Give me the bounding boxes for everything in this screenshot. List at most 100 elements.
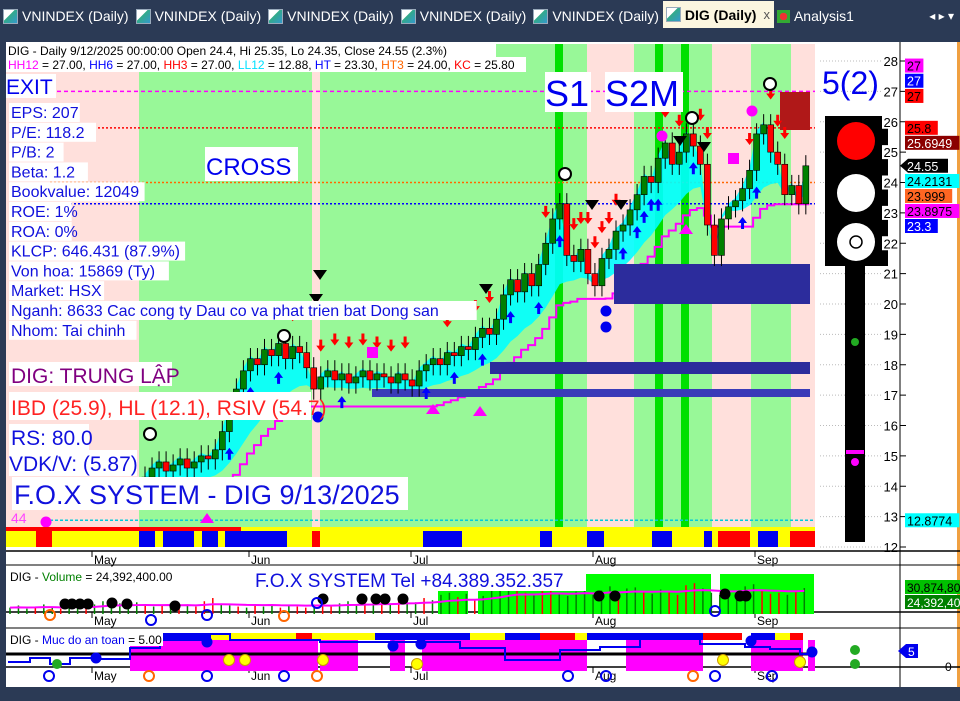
candle [500, 284, 507, 330]
safety-title-part: = 5.00 [125, 633, 162, 647]
rs-label: RS: 80.0 [11, 427, 93, 450]
safety-stripe-segment [587, 633, 640, 640]
price-tag [905, 188, 953, 203]
candle-body [317, 376, 325, 390]
safety-dot-icon [201, 636, 213, 648]
right-border [957, 42, 960, 687]
candle-body [465, 346, 472, 350]
buy-arrow-icon [534, 302, 544, 314]
traffic-light [825, 116, 888, 542]
tab-scroll-arrows[interactable]: ◂ ▸ ▾ [929, 9, 954, 23]
buy-arrow-icon [337, 396, 347, 409]
sell-arrow-icon [330, 333, 340, 346]
price-tag-label: 23.3 [907, 220, 931, 234]
candle [296, 335, 303, 364]
candle [465, 335, 472, 361]
safety-stripe-segment [470, 633, 505, 640]
last-price-tag [900, 158, 948, 173]
indicator-key: HH12 [8, 58, 39, 72]
label-background [6, 569, 178, 583]
volume-title-part: - [31, 570, 42, 584]
tick-label-background [882, 175, 899, 190]
candle-body [148, 467, 156, 478]
green-dot-icon [52, 659, 62, 669]
candle-body [204, 455, 212, 460]
price-tick-label: 23 [884, 206, 898, 221]
safety-stripe-segment [160, 633, 209, 640]
safety-stripe-segment [790, 633, 803, 640]
candle [436, 348, 444, 376]
label-background [205, 147, 298, 181]
candle [190, 451, 198, 479]
price-tag-label: 23.999 [907, 190, 945, 204]
buy-triangle-icon [200, 513, 214, 523]
candle-body [254, 358, 261, 366]
candle [394, 363, 402, 394]
candle [767, 114, 774, 163]
candle-body [268, 349, 275, 356]
label-background [9, 362, 172, 386]
buy-arrow-icon [688, 162, 698, 175]
sell-triangle-icon [479, 284, 493, 294]
safety-dot-icon [806, 646, 818, 658]
candle-body [493, 318, 500, 335]
candle [443, 341, 451, 376]
tab-1[interactable]: VNINDEX (Daily) [133, 4, 266, 28]
candle-body [394, 373, 402, 384]
candle-body [500, 294, 507, 320]
candle [556, 193, 564, 230]
support-zone [490, 362, 810, 374]
tab-4[interactable]: VNINDEX (Daily) [530, 4, 663, 28]
label-background [9, 392, 311, 420]
candle-body [535, 264, 542, 287]
sell-arrow-icon [702, 126, 712, 139]
tab-6[interactable]: Analysis1 [774, 4, 858, 28]
background-zone [312, 44, 320, 527]
indicator-values: HH12 = 27.00, HH6 = 27.00, HH3 = 27.00, … [8, 58, 515, 72]
indicator-value: = 27.00, [113, 58, 163, 72]
trend-stripe-segment [718, 531, 750, 547]
volume-dot-icon [356, 593, 368, 605]
candle-body [619, 224, 627, 232]
label-background [9, 261, 169, 281]
safety-title-part: Muc do an toan [42, 633, 125, 647]
magenta-square-icon [728, 153, 739, 164]
candle [795, 174, 803, 215]
label-background [252, 569, 586, 591]
signal-eight-icon [239, 654, 251, 666]
volume-dot-icon [379, 593, 391, 605]
tab-3[interactable]: VNINDEX (Daily) [398, 4, 531, 28]
candle-body [162, 461, 170, 472]
indicator-value: = 27.00, [187, 58, 237, 72]
candle [626, 199, 634, 236]
label-background [9, 281, 105, 301]
sell-arrow-icon [569, 218, 579, 231]
candle-body [429, 358, 437, 366]
candle-body [261, 349, 268, 366]
candle-body [647, 176, 655, 183]
candle-body [746, 170, 753, 189]
price-tag-label: 27 [907, 90, 921, 104]
buy-triangle-icon [426, 404, 440, 414]
tab-label: VNINDEX (Daily) [22, 8, 129, 24]
trend-stripe-segment [758, 531, 778, 547]
tab-0[interactable]: VNINDEX (Daily) [0, 4, 133, 28]
price-tag [905, 120, 938, 135]
candle [331, 360, 339, 391]
tab-5[interactable]: DIG (Daily) x [662, 1, 774, 28]
chart-area[interactable]: 2827262524232221201918171615141312272727… [0, 28, 960, 701]
label-background [6, 57, 526, 72]
sell-arrow-icon [316, 339, 326, 352]
label-background [9, 450, 137, 476]
candle [725, 196, 732, 230]
candle [493, 308, 500, 346]
chart-icon [3, 8, 18, 24]
background-zone [555, 44, 563, 527]
trend-stripe-segment [423, 531, 462, 547]
tab-2[interactable]: VNINDEX (Daily) [265, 4, 398, 28]
close-tab-icon[interactable]: x [763, 7, 770, 22]
tab-bar: VNINDEX (Daily) VNINDEX (Daily) VNINDEX (D… [0, 0, 960, 28]
tick-label-background [882, 448, 899, 463]
sell-triangle-icon [313, 270, 327, 280]
tick-label-background [882, 297, 899, 311]
